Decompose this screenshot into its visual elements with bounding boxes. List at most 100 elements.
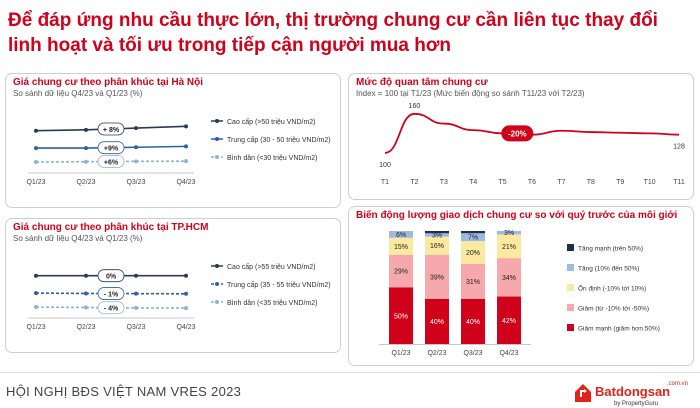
legend-label: Giảm mạnh (giảm hơn 50%) xyxy=(578,326,660,333)
x-tick-label: T3 xyxy=(440,179,448,186)
hanoi-chart-subtitle: So sánh dữ liệu Q4/23 và Q1/23 (%) xyxy=(13,89,143,98)
title-line-2: linh hoạt và tối ưu trong tiếp cận người… xyxy=(8,35,451,56)
interest-panel: Mức độ quan tâm chung cư Index = 100 tại… xyxy=(348,73,694,200)
legend-swatch-dot xyxy=(215,264,219,268)
bar-value-label: 34% xyxy=(502,275,516,282)
point-label: 160 xyxy=(409,103,421,110)
x-tick-label: T7 xyxy=(557,179,565,186)
interest-chart-subtitle: Index = 100 tại T1/23 (Mức biến động so … xyxy=(356,89,585,98)
data-point xyxy=(134,126,138,131)
legend-swatch xyxy=(567,264,574,271)
brand-name: Batdongsan xyxy=(595,384,670,399)
brand-suffix: .com.vn xyxy=(667,381,688,387)
data-point xyxy=(34,128,38,133)
data-point xyxy=(184,291,188,296)
bar-segment xyxy=(461,231,485,234)
legend-swatch-dot xyxy=(215,137,219,141)
data-point xyxy=(84,146,88,151)
x-tick-label: Q1/23 xyxy=(391,350,410,357)
brand-byline: by PropertyGuru xyxy=(614,401,658,407)
change-badge-label: 0% xyxy=(106,274,117,281)
page-title: Để đáp ứng nhu cầu thực lớn, thị trường … xyxy=(8,8,698,58)
legend-swatch xyxy=(567,304,574,311)
x-tick-label: T10 xyxy=(644,179,656,186)
footer-text: HỘI NGHỊ BĐS VIỆT NAM VRES 2023 xyxy=(6,384,242,399)
change-badge-label: + 8% xyxy=(103,127,120,134)
change-badge-label: - 1% xyxy=(104,292,119,299)
data-point xyxy=(84,159,88,164)
data-point xyxy=(134,291,138,296)
change-badge-label: +6% xyxy=(104,160,119,167)
data-point xyxy=(134,273,138,278)
legend-label: Cao cấp (>50 triệu VND/m2) xyxy=(227,117,316,126)
legend-swatch-dot xyxy=(215,119,219,123)
bar-value-label: 29% xyxy=(394,269,408,276)
x-tick-label: T1 xyxy=(381,179,389,186)
bar-segment xyxy=(461,233,485,242)
data-point xyxy=(34,291,38,296)
legend-swatch-dot xyxy=(215,282,219,286)
bar-segment xyxy=(425,231,449,234)
bar-segment xyxy=(425,236,449,255)
data-point xyxy=(34,273,38,278)
change-badge xyxy=(97,269,125,283)
data-point xyxy=(184,124,188,129)
bar-segment xyxy=(425,298,449,344)
legend-swatch xyxy=(567,284,574,291)
x-tick-label: T2 xyxy=(410,179,418,186)
transactions-stacked-chart: 50% 29% 15% 6% Q1/23 40% 39% 16% 3% Q2/23 40% 31% 20… xyxy=(379,230,660,357)
legend-label: Tăng (10% đến 50%) xyxy=(578,264,639,273)
house-arrow-icon xyxy=(575,384,591,402)
x-tick-label: Q2/23 xyxy=(76,179,95,186)
change-badge xyxy=(97,301,125,315)
interest-index-chart: 100 160 128 -20% T1 T2 T3 T4 T5 T6 T7 T8 T9 T10 T11 xyxy=(379,103,685,186)
bar-value-label: 15% xyxy=(394,244,408,251)
bar-value-label: 21% xyxy=(502,244,516,251)
legend-label: Trung cấp (35 - 55 triệu VND/m2) xyxy=(227,280,331,289)
x-tick-label: T8 xyxy=(587,179,595,186)
bar-value-label: 7% xyxy=(468,235,478,242)
data-point xyxy=(34,160,38,165)
x-tick-label: T5 xyxy=(499,179,507,186)
x-tick-label: Q1/23 xyxy=(26,179,45,186)
bar-value-label: 42% xyxy=(502,318,516,325)
bar-segment xyxy=(497,234,521,259)
bar-value-label: 50% xyxy=(394,313,408,320)
legend-label: Bình dân (<30 triệu VND/m2) xyxy=(227,155,317,162)
transactions-panel: Biến động lượng giao dịch chung cư so vớ… xyxy=(348,206,694,366)
x-tick-label: T9 xyxy=(616,179,624,186)
bar-segment xyxy=(389,287,413,344)
legend-label: Cao cấp (>55 triệu VND/m2) xyxy=(227,262,316,271)
legend-label: Bình dân (<35 triệu VND/m2) xyxy=(227,300,317,307)
footer: HỘI NGHỊ BĐS VIỆT NAM VRES 2023 .com.vn … xyxy=(0,372,700,408)
x-tick-label: Q4/23 xyxy=(499,350,518,357)
bar-segment xyxy=(425,254,449,299)
bar-value-label: 31% xyxy=(466,279,480,286)
bar-segment xyxy=(389,237,413,255)
change-badge xyxy=(97,287,125,300)
hanoi-price-chart: Q1/23 Q2/23 Q3/23 Q4/23 + 8% Cao cấp (>50 tri… xyxy=(26,117,330,186)
hcm-price-chart: Q1/23 Q2/23 Q3/23 Q4/23 0% Cao cấp (>55 triệu… xyxy=(26,262,331,331)
data-point xyxy=(184,144,188,149)
bar-segment xyxy=(389,231,413,238)
bar-value-label: 16% xyxy=(430,243,444,250)
change-badge xyxy=(97,155,125,168)
point-label: 128 xyxy=(673,144,685,151)
legend-label: Tăng mạnh (trên 50%) xyxy=(578,246,643,253)
bar-value-label: 6% xyxy=(396,232,406,239)
bar-value-label: 3% xyxy=(504,230,514,237)
brand-logo: .com.vn Batdongsan by PropertyGuru xyxy=(575,381,688,407)
x-tick-label: Q1/23 xyxy=(26,324,45,331)
hcm-chart-subtitle: So sánh dữ liệu Q4/23 và Q1/23 (%) xyxy=(13,234,143,243)
bar-segment xyxy=(461,263,485,299)
x-tick-label: T11 xyxy=(673,179,685,186)
data-point xyxy=(134,305,138,310)
data-point xyxy=(84,291,88,296)
point-label: 100 xyxy=(379,162,391,169)
bar-value-label: 39% xyxy=(430,274,444,281)
x-tick-label: Q4/23 xyxy=(176,179,195,186)
legend-label: Giảm (từ -10% tới -50%) xyxy=(578,306,649,313)
legend-swatch xyxy=(567,324,574,331)
bar-segment xyxy=(425,233,449,237)
data-point xyxy=(84,127,88,132)
